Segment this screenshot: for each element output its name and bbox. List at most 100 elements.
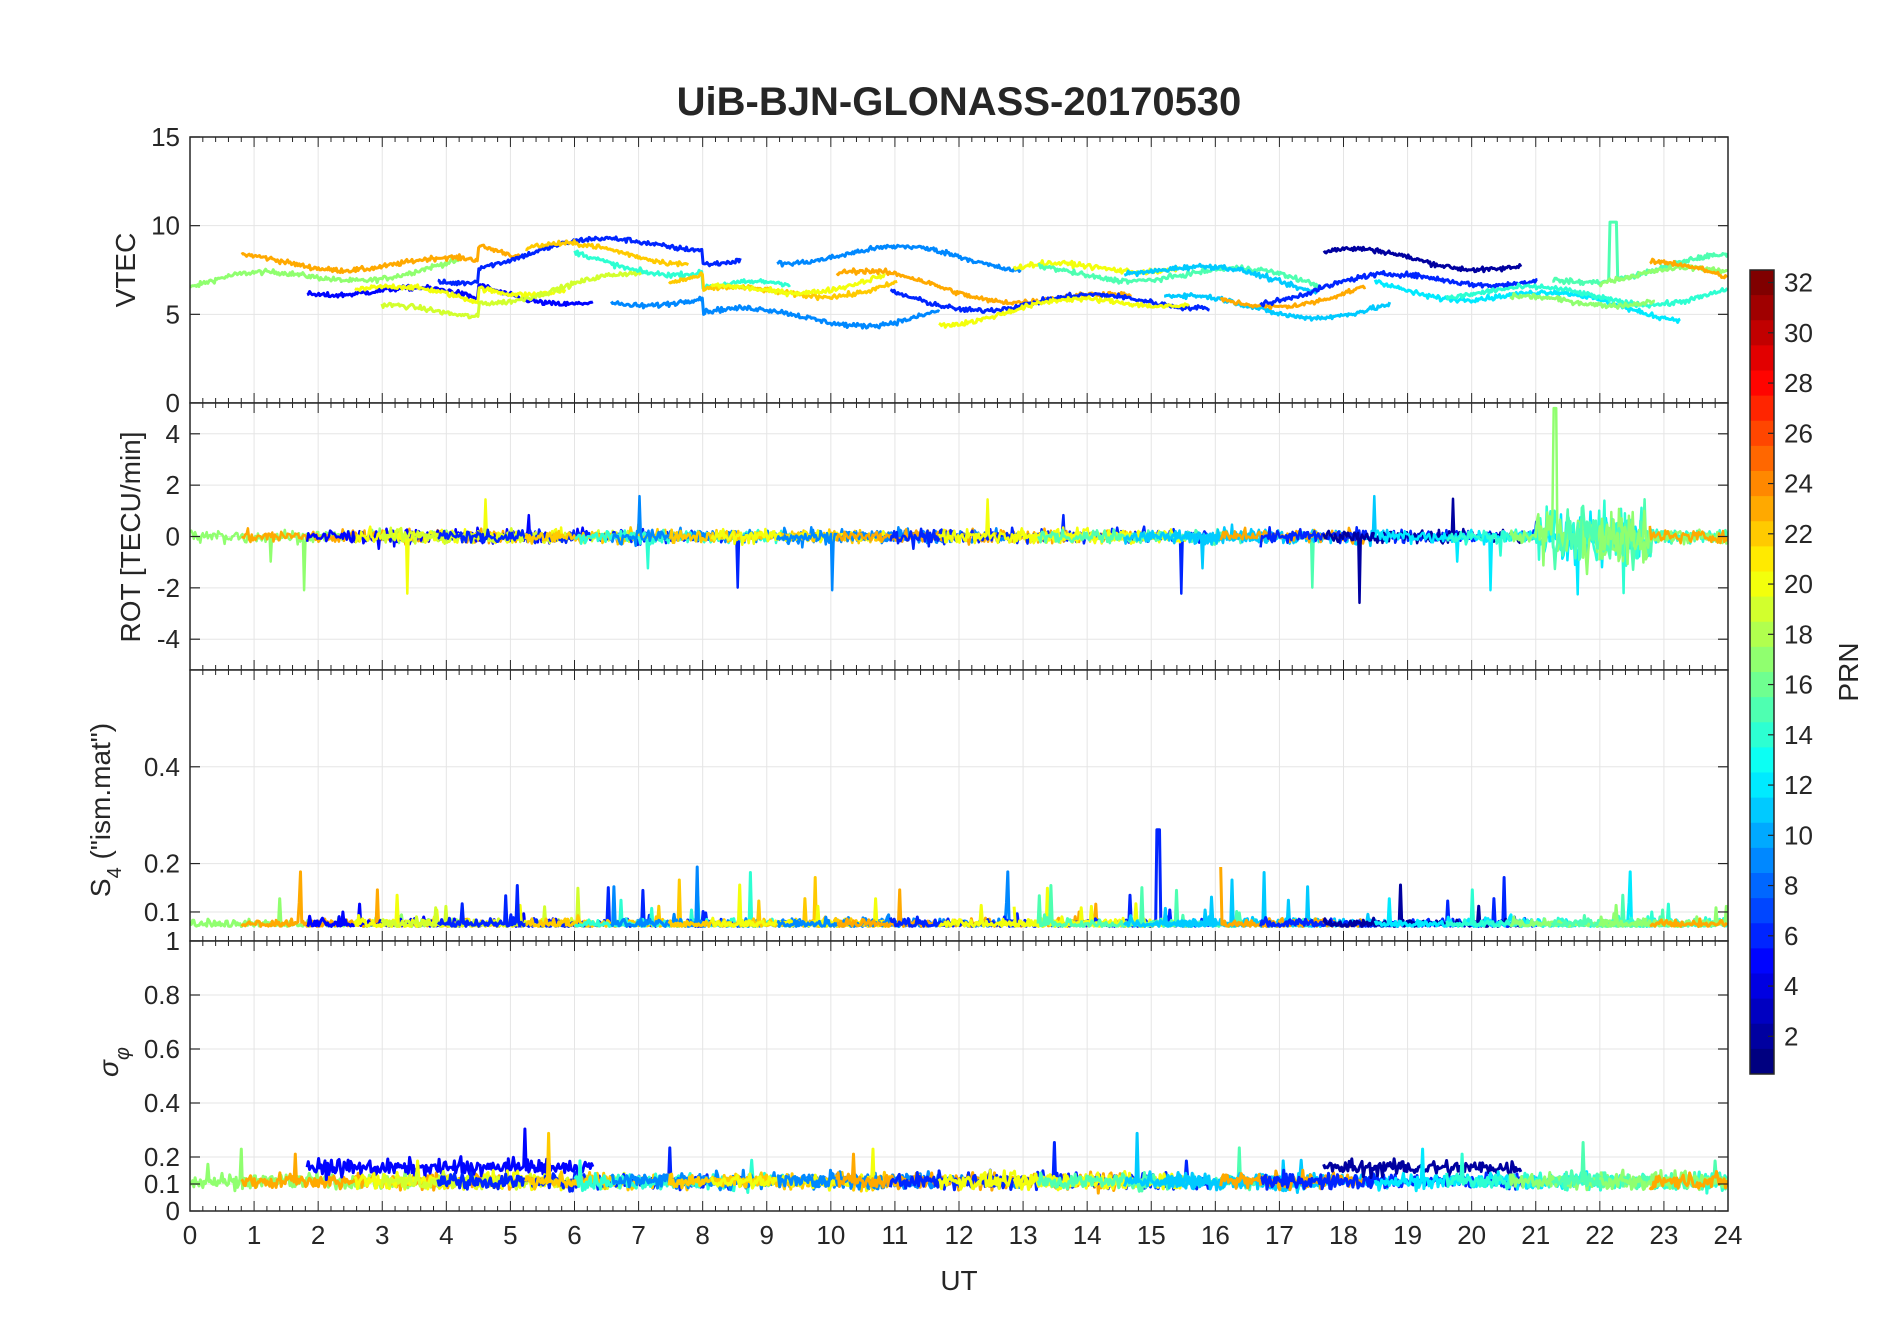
sig-series-line — [305, 1127, 595, 1182]
x-tick-label: 23 — [1649, 1220, 1678, 1250]
colorbar-tick-label: 14 — [1784, 720, 1813, 750]
vtec-series-line — [938, 295, 1190, 329]
vtec-ytick-label: 0 — [166, 388, 180, 418]
sig-series-line — [1648, 1170, 1728, 1191]
x-tick-label: 6 — [567, 1220, 581, 1250]
colorbar-label: PRN — [1833, 642, 1864, 701]
s4-series-line — [1649, 917, 1728, 928]
vtec-series-line — [1219, 284, 1367, 310]
sig-ylabel: σφ — [93, 1047, 134, 1077]
colorbar-band — [1750, 496, 1774, 522]
x-tick-label: 14 — [1073, 1220, 1102, 1250]
x-tick-label: 17 — [1265, 1220, 1294, 1250]
vtec-series-line — [437, 235, 742, 287]
x-tick-label: 2 — [311, 1220, 325, 1250]
colorbar-band — [1750, 948, 1774, 974]
vtec-series-line — [354, 283, 567, 305]
x-tick-label: 4 — [439, 1220, 453, 1250]
colorbar-tick-label: 30 — [1784, 318, 1813, 348]
vtec-yticks: 0 5 10 15 — [151, 122, 1728, 418]
sig-ytick-label: 0.8 — [144, 980, 180, 1010]
colorbar-tick-label: 20 — [1784, 569, 1813, 599]
colorbar-band — [1750, 847, 1774, 874]
sig-xticks: 0 1 2 3 4 5 6 7 8 9 10 11 12 13 14 15 16 17 18 19 20 21 22 23 24 — [183, 1220, 1743, 1250]
colorbar-tick-label: 22 — [1784, 519, 1813, 549]
panel-rot: -4 -2 0 2 4 ROT [TECU/min] — [115, 402, 1729, 671]
colorbar-tick-label: 2 — [1784, 1021, 1798, 1051]
rot-ytick-label: 0 — [166, 522, 180, 552]
colorbar-band — [1750, 295, 1774, 321]
colorbar-tick-label: 18 — [1784, 619, 1813, 649]
x-tick-label: 18 — [1329, 1220, 1358, 1250]
colorbar-tick-label: 28 — [1784, 368, 1813, 398]
vtec-series-line — [1322, 245, 1523, 274]
x-tick-label: 22 — [1585, 1220, 1614, 1250]
colorbar-tick-label: 32 — [1784, 268, 1813, 298]
vtec-series-line — [1552, 220, 1728, 286]
colorbar-band — [1750, 898, 1774, 924]
rot-series-line — [1648, 525, 1728, 545]
x-tick-label: 5 — [503, 1220, 517, 1250]
x-tick-label: 10 — [816, 1220, 845, 1250]
vtec-series-line — [380, 270, 643, 320]
x-tick-label: 20 — [1457, 1220, 1486, 1250]
vtec-series-line — [240, 243, 521, 274]
x-tick-label: 24 — [1714, 1220, 1743, 1250]
colorbar-band — [1750, 345, 1774, 371]
s4-yticks: 0.1 0.2 0.4 — [144, 752, 1728, 927]
sig-yticks: 00.10.2 0.4 0.6 0.8 1 — [144, 926, 1728, 1226]
colorbar-tick-label: 6 — [1784, 921, 1798, 951]
s4-ytick-label: 0.1 — [144, 897, 180, 927]
x-tick-label: 21 — [1521, 1220, 1550, 1250]
x-tick-label: 1 — [247, 1220, 261, 1250]
x-tick-label: 7 — [631, 1220, 645, 1250]
sig-frame — [189, 940, 1729, 1212]
vtec-series-line — [1445, 282, 1728, 309]
x-tick-label: 3 — [375, 1220, 389, 1250]
vtec-ylabel: VTEC — [110, 233, 141, 308]
x-tick-label: 16 — [1201, 1220, 1230, 1250]
rot-ylabel: ROT [TECU/min] — [115, 431, 146, 642]
colorbar-frame — [1749, 269, 1775, 1075]
sig-ytick-label: 0.1 — [144, 1169, 180, 1199]
rot-series — [190, 406, 1728, 605]
rot-ytick-label: -2 — [157, 573, 180, 603]
colorbar-tick-label: 10 — [1784, 820, 1813, 850]
vtec-series-line — [1163, 292, 1392, 322]
colorbar-band — [1750, 697, 1774, 723]
vtec-series-line — [1373, 279, 1681, 324]
colorbar-tick-label: 4 — [1784, 971, 1798, 1001]
panel-vtec: 0 5 10 15 VTEC — [110, 122, 1729, 418]
colorbar-band — [1750, 646, 1774, 673]
vtec-series-line — [1649, 257, 1728, 280]
sig-ylabel-sub: φ — [112, 1047, 134, 1060]
sig-ylabel-main: σ — [93, 1059, 124, 1077]
rot-ytick-label: 2 — [166, 470, 180, 500]
rot-ytick-label: 4 — [166, 419, 180, 449]
s4-ylabel-main: S — [85, 878, 116, 897]
s4-ylabel-sub: 4 — [104, 867, 126, 878]
colorbar-tick-label: 16 — [1784, 670, 1813, 700]
chart-title: UiB-BJN-GLONASS-20170530 — [677, 80, 1242, 124]
s4-ytick-label: 0.4 — [144, 752, 180, 782]
x-tick-label: 9 — [760, 1220, 774, 1250]
panel-s4: 0.1 0.2 0.4 S4 ("ism.mat") — [85, 669, 1729, 942]
vtec-ytick-label: 10 — [151, 211, 180, 241]
colorbar-band — [1750, 546, 1774, 572]
colorbar-band — [1750, 998, 1774, 1025]
vtec-series-line — [710, 272, 886, 298]
x-tick-label: 13 — [1009, 1220, 1038, 1250]
s4-ylabel: S4 ("ism.mat") — [85, 723, 126, 897]
vtec-series-line — [525, 239, 690, 268]
vtec-series-line — [1259, 269, 1538, 308]
sig-ytick-label: 0.2 — [144, 1142, 180, 1172]
sig-ytick-label: 0 — [166, 1196, 180, 1226]
colorbar-tick-label: 26 — [1784, 418, 1813, 448]
colorbar-tick-label: 24 — [1784, 469, 1813, 499]
colorbar-tick-label: 8 — [1784, 871, 1798, 901]
sig-ytick-label: 1 — [166, 926, 180, 956]
x-tick-label: 19 — [1393, 1220, 1422, 1250]
colorbar-band — [1750, 445, 1774, 472]
